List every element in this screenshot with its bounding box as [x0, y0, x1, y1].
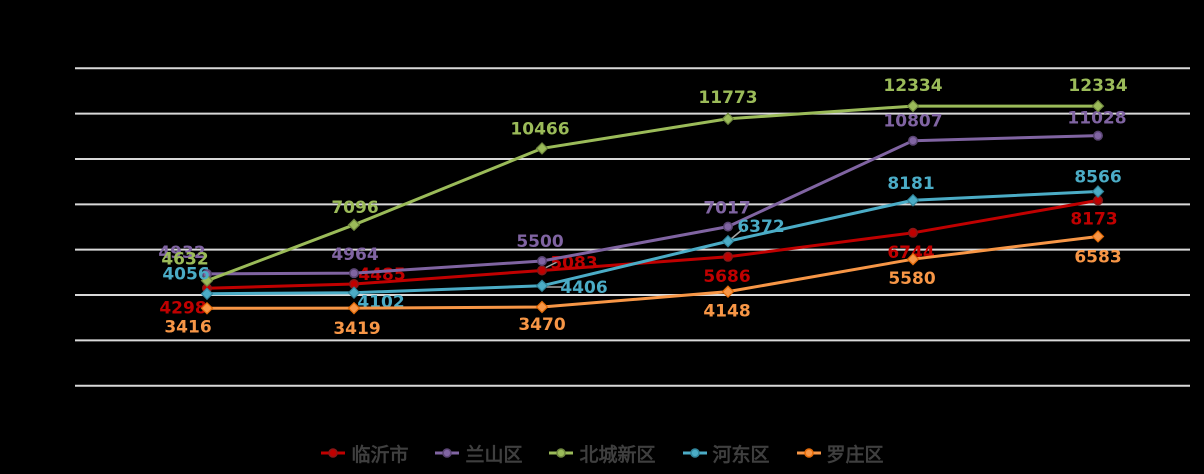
series-4-marker: [347, 301, 361, 315]
legend-item-1: 兰山区: [434, 440, 522, 467]
label-leader-line: [730, 228, 744, 240]
series-0-marker: [536, 265, 547, 276]
legend-label: 河东区: [712, 443, 770, 466]
series-1-marker: [348, 268, 359, 279]
legend-marker-icon: [682, 448, 707, 458]
chart-legend: 临沂市 兰山区 北城新区 河东区 罗庄区: [0, 437, 1204, 469]
data-label: 10466: [510, 119, 569, 139]
data-label: 11028: [1067, 109, 1126, 129]
series-0-marker: [722, 251, 733, 262]
data-label: 6583: [1074, 247, 1121, 267]
series-line-2: [205, 104, 1100, 283]
data-label: 8566: [1074, 167, 1121, 187]
legend-item-3: 河东区: [682, 440, 770, 467]
data-label: 4964: [331, 245, 378, 265]
series-3-marker: [347, 286, 361, 300]
series-2-marker: [721, 112, 735, 126]
series-4-marker: [721, 285, 735, 299]
legend-item-0: 临沂市: [320, 440, 408, 467]
series-3-marker: [535, 279, 549, 293]
legend-marker-icon: [549, 448, 574, 458]
data-label: 5686: [703, 267, 750, 287]
data-label: 11773: [698, 88, 757, 108]
series-0-marker: [907, 227, 918, 238]
data-label: 4406: [560, 278, 607, 298]
label-leader-line: [544, 261, 558, 269]
data-label: 8181: [887, 174, 934, 194]
series-2-marker: [535, 142, 549, 155]
series-4-marker: [1091, 230, 1105, 243]
data-label: 4632: [161, 250, 208, 270]
series-line-1: [205, 134, 1100, 276]
data-label: 3470: [518, 315, 565, 335]
series-1-marker: [1093, 130, 1104, 141]
series-3-marker: [1091, 185, 1105, 198]
data-label: 6372: [737, 217, 784, 237]
data-label: 12334: [1068, 76, 1127, 96]
legend-label: 兰山区: [465, 443, 523, 466]
series-2-marker: [200, 274, 214, 288]
legend-marker-icon: [435, 448, 460, 458]
data-label: 5500: [516, 232, 563, 252]
legend-marker-icon: [796, 448, 821, 458]
series-3-marker: [200, 287, 214, 301]
series-1-marker: [722, 221, 733, 232]
data-label: 4485: [358, 265, 405, 285]
series-3-marker: [906, 193, 920, 207]
series-line-3: [205, 189, 1100, 296]
legend-marker-icon: [321, 448, 346, 458]
data-label: 12334: [883, 76, 942, 96]
series-2-marker: [1091, 99, 1105, 113]
series-4-marker: [906, 252, 920, 266]
series-2-marker: [347, 218, 361, 232]
series-line-4: [205, 234, 1100, 310]
legend-item-4: 罗庄区: [796, 440, 884, 467]
series-2-marker: [906, 99, 920, 113]
data-label: 3416: [164, 317, 211, 337]
data-label: 4102: [357, 293, 404, 313]
data-label: 7096: [331, 198, 378, 218]
data-label: 4056: [162, 265, 209, 285]
data-label: 4148: [703, 302, 750, 322]
series-1-marker: [536, 256, 547, 267]
data-label: 4298: [159, 298, 206, 318]
data-label: 7017: [703, 199, 750, 219]
data-label: 4932: [158, 243, 205, 263]
legend-label: 临沂市: [351, 443, 409, 466]
legend-label: 北城新区: [579, 443, 656, 466]
data-label: 8173: [1070, 209, 1117, 229]
series-3-marker: [721, 234, 735, 248]
series-4-marker: [535, 300, 549, 314]
series-4-marker: [200, 301, 214, 315]
data-label: 5580: [888, 269, 935, 289]
series-1-marker: [907, 135, 918, 146]
data-label: 3419: [333, 319, 380, 339]
legend-item-2: 北城新区: [548, 440, 656, 467]
legend-label: 罗庄区: [826, 443, 884, 466]
data-label: 10807: [883, 112, 942, 132]
